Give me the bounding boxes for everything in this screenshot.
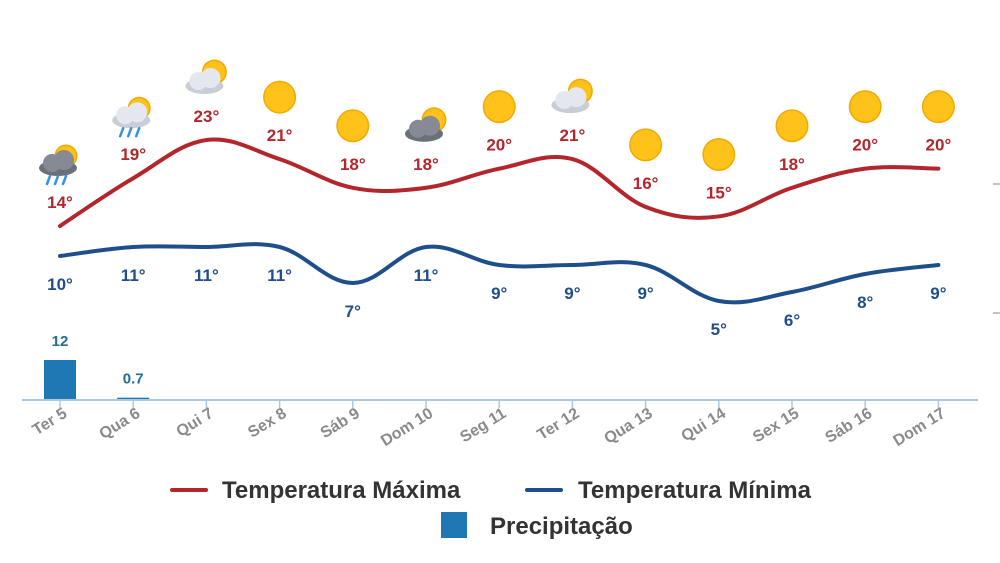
max-temperature-line — [58, 137, 941, 228]
cloud-sun-icon — [551, 78, 593, 114]
x-tick-label: Sex 8 — [245, 405, 290, 442]
weather-icons — [39, 59, 955, 186]
x-tick-label: Sex 15 — [750, 405, 802, 446]
precipitation-bar — [117, 397, 150, 400]
rain-cloud-sun-icon — [112, 96, 151, 138]
max-temp-label: 16° — [633, 174, 659, 193]
min-temperature-series: 10° 11° 11° 11° 7° 11° 9° 9° 9° 5° 6° 8° 9° — [47, 242, 947, 339]
x-tick-label: Sáb 9 — [318, 405, 363, 442]
min-temperature-line — [58, 242, 941, 305]
sun-icon — [263, 80, 297, 114]
max-temperature-series: 14° 19° 23° 21° 18° 18° 20° 21° 16° 15° 18° 20° 20° — [47, 107, 952, 228]
max-temp-label: 21° — [267, 126, 293, 145]
min-temp-label: 11° — [194, 266, 219, 285]
x-tick-label: Ter 5 — [30, 405, 71, 439]
sun-disc — [484, 91, 515, 122]
rain-drop — [45, 174, 52, 186]
min-temp-label: 9° — [930, 284, 946, 303]
sun-disc — [923, 91, 954, 122]
cloud-puff — [127, 102, 148, 123]
min-temp-label: 11° — [414, 266, 439, 285]
legend-label-min: Temperatura Mínima — [578, 477, 812, 504]
rain-drop — [126, 126, 133, 138]
cloud-puff — [54, 150, 74, 170]
min-temp-label: 9° — [491, 284, 507, 303]
legend-label-max: Temperatura Máxima — [222, 477, 461, 504]
cloud-puff — [420, 115, 440, 136]
rain-drop — [61, 174, 68, 186]
cloud-sun-icon — [185, 59, 227, 94]
x-tick-label: Seg 11 — [457, 405, 509, 446]
max-temp-label: 20° — [852, 136, 878, 155]
sun-disc — [264, 82, 295, 113]
precipitation-bar — [44, 360, 76, 400]
max-temp-label: 23° — [194, 107, 220, 126]
max-temp-label: 18° — [413, 155, 439, 174]
max-temp-label: 18° — [779, 155, 805, 174]
max-temp-label: 20° — [926, 136, 952, 155]
max-temp-label: 15° — [706, 183, 732, 202]
sun-disc — [337, 110, 368, 141]
x-tick-label: Dom 17 — [890, 405, 948, 450]
x-tick-label: Sáb 16 — [823, 405, 876, 447]
min-temp-label: 7° — [345, 302, 361, 321]
sun-icon — [629, 128, 663, 162]
min-temp-label: 11° — [267, 266, 292, 285]
x-tick-label: Qui 14 — [678, 405, 729, 445]
x-tick-label: Qua 13 — [601, 405, 655, 448]
x-axis: Ter 5 Qua 6 Qui 7 Sex 8 Sáb 9 Dom 10 Seg 11 Ter… — [22, 183, 1000, 450]
rain-drop — [118, 126, 125, 138]
max-temp-label: 21° — [560, 126, 586, 145]
x-tick-label: Dom 10 — [378, 405, 436, 450]
legend-swatch-precip — [441, 512, 467, 538]
sun-icon — [702, 137, 736, 171]
sun-icon — [336, 109, 370, 143]
sun-icon — [775, 109, 809, 143]
max-temp-label: 18° — [340, 155, 366, 174]
cloud-sun-icon — [405, 107, 447, 142]
precipitation-label: 0.7 — [123, 371, 144, 388]
precipitation-series: 120.7 — [44, 333, 150, 400]
x-tick-label: Ter 12 — [535, 405, 583, 444]
min-temp-label: 10° — [47, 275, 73, 294]
min-temp-label: 8° — [857, 293, 873, 312]
max-temp-label: 19° — [120, 145, 146, 164]
sun-disc — [630, 129, 661, 160]
x-tick-label: Qua 6 — [97, 405, 144, 443]
min-temp-label: 5° — [711, 320, 727, 339]
max-temp-label: 14° — [47, 193, 73, 212]
precipitation-label: 12 — [52, 333, 69, 350]
sun-icon — [921, 90, 955, 124]
rain-drop — [53, 174, 60, 186]
sun-disc — [777, 110, 807, 141]
cloud-puff — [566, 87, 587, 108]
min-temp-label: 9° — [637, 284, 653, 303]
min-temp-label: 9° — [564, 284, 580, 303]
min-temp-label: 6° — [784, 311, 800, 330]
sun-disc — [850, 91, 881, 122]
rain-drop — [134, 126, 141, 138]
cloud-puff — [200, 68, 221, 88]
legend: Temperatura Máxima Temperatura Mínima Pr… — [170, 477, 812, 540]
sun-icon — [482, 90, 516, 124]
sun-disc — [703, 139, 734, 170]
rain-cloud-sun-icon — [39, 144, 78, 186]
sun-icon — [848, 90, 882, 124]
min-temp-label: 11° — [121, 266, 146, 285]
legend-label-precip: Precipitação — [490, 513, 633, 540]
max-temp-label: 20° — [486, 136, 512, 155]
x-tick-label: Qui 7 — [174, 405, 217, 441]
